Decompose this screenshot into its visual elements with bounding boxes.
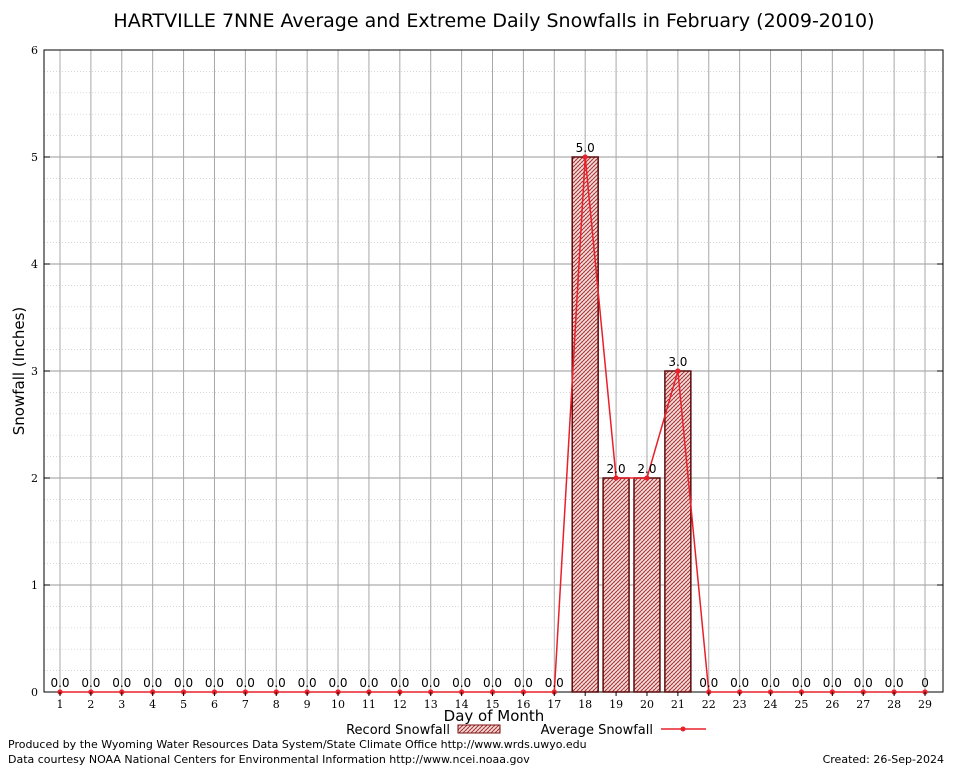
data-label: 0.0 [483, 676, 502, 690]
x-tick-label: 3 [118, 698, 125, 711]
data-label: 0.0 [699, 676, 718, 690]
x-tick-label: 1 [57, 698, 64, 711]
x-tick-label: 24 [764, 698, 778, 711]
data-label: 0.0 [885, 676, 904, 690]
y-ticks: 0 1 2 3 4 5 6 [31, 44, 943, 699]
data-label: 0.0 [236, 676, 255, 690]
data-label: 5.0 [576, 141, 595, 155]
data-label: 0.0 [50, 676, 69, 690]
y-tick-label: 1 [31, 579, 38, 592]
data-label: 0.0 [452, 676, 471, 690]
data-labels: 0.0 0.0 0.0 0.0 0.0 0.0 0.0 0.0 0.0 0.0 0.0 0.0 0.0 0… [50, 141, 928, 690]
data-label: 0.0 [359, 676, 378, 690]
x-tick-label: 27 [856, 698, 870, 711]
data-label: 0.0 [328, 676, 347, 690]
average-point [675, 368, 681, 374]
chart-title: HARTVILLE 7NNE Average and Extreme Daily… [113, 10, 874, 32]
data-label: 3.0 [668, 355, 687, 369]
x-tick-label: 7 [242, 698, 249, 711]
y-axis-label: Snowfall (Inches) [10, 307, 28, 435]
data-label: 0.0 [267, 676, 286, 690]
x-tick-label: 5 [180, 698, 187, 711]
y-tick-label: 4 [31, 258, 38, 271]
data-label: 0.0 [143, 676, 162, 690]
legend-record-label: Record Snowfall [346, 723, 450, 738]
data-label: 0.0 [854, 676, 873, 690]
x-tick-label: 28 [887, 698, 901, 711]
footer-data-courtesy: Data courtesy NOAA National Centers for … [8, 753, 530, 766]
footer-produced-by: Produced by the Wyoming Water Resources … [8, 738, 587, 751]
legend-average-marker [680, 726, 686, 732]
x-tick-label: 8 [273, 698, 280, 711]
x-tick-label: 11 [362, 698, 376, 711]
average-point [582, 154, 588, 160]
x-tick-label: 18 [578, 698, 592, 711]
x-axis-label: Day of Month [444, 707, 545, 725]
y-tick-label: 0 [31, 686, 38, 699]
y-tick-label: 5 [31, 151, 38, 164]
record-bars [571, 156, 692, 693]
y-tick-label: 6 [31, 44, 38, 57]
x-tick-label: 12 [393, 698, 407, 711]
x-ticks: 1 2 3 4 5 6 7 8 9 10 11 12 13 14 15 16 17 18 19 20 21 22 23 24 2… [57, 692, 932, 711]
x-tick-label: 17 [547, 698, 561, 711]
x-tick-label: 14 [455, 698, 469, 711]
data-label: 0.0 [298, 676, 317, 690]
data-label: 0.0 [174, 676, 193, 690]
x-tick-label: 16 [516, 698, 530, 711]
x-tick-label: 9 [304, 698, 311, 711]
x-tick-label: 25 [794, 698, 808, 711]
y-tick-label: 3 [31, 365, 38, 378]
x-tick-label: 19 [609, 698, 623, 711]
legend-average-label: Average Snowfall [541, 723, 653, 738]
data-label: 0.0 [81, 676, 100, 690]
x-tick-label: 23 [733, 698, 747, 711]
average-point [644, 475, 650, 481]
x-tick-label: 10 [331, 698, 345, 711]
x-tick-label: 22 [702, 698, 716, 711]
data-label: 0.0 [390, 676, 409, 690]
legend-record-swatch [457, 724, 501, 734]
x-tick-label: 20 [640, 698, 654, 711]
y-tick-label: 2 [31, 472, 38, 485]
data-label: 0.0 [112, 676, 131, 690]
data-label: 0.0 [761, 676, 780, 690]
average-point [613, 475, 619, 481]
x-tick-label: 29 [918, 698, 932, 711]
grid [44, 49, 943, 693]
data-label: 0.0 [421, 676, 440, 690]
x-tick-label: 13 [424, 698, 438, 711]
x-tick-label: 4 [149, 698, 156, 711]
record-bar [664, 370, 692, 693]
x-tick-label: 2 [87, 698, 94, 711]
data-label: 2.0 [607, 462, 626, 476]
record-bar [602, 477, 630, 693]
x-tick-label: 21 [671, 698, 685, 711]
x-tick-label: 15 [486, 698, 500, 711]
x-tick-label: 6 [211, 698, 218, 711]
data-label: 0.0 [545, 676, 564, 690]
data-label: 0.0 [205, 676, 224, 690]
data-label: 0.0 [823, 676, 842, 690]
footer-created-date: Created: 26-Sep-2024 [823, 753, 944, 766]
record-bar [633, 477, 661, 693]
data-label: 0.0 [514, 676, 533, 690]
data-label: 0 [921, 676, 929, 690]
data-label: 0.0 [792, 676, 811, 690]
data-label: 0.0 [730, 676, 749, 690]
x-tick-label: 26 [825, 698, 839, 711]
legend: Record Snowfall Average Snowfall [346, 723, 706, 738]
data-label: 2.0 [637, 462, 656, 476]
record-bar [571, 156, 599, 693]
